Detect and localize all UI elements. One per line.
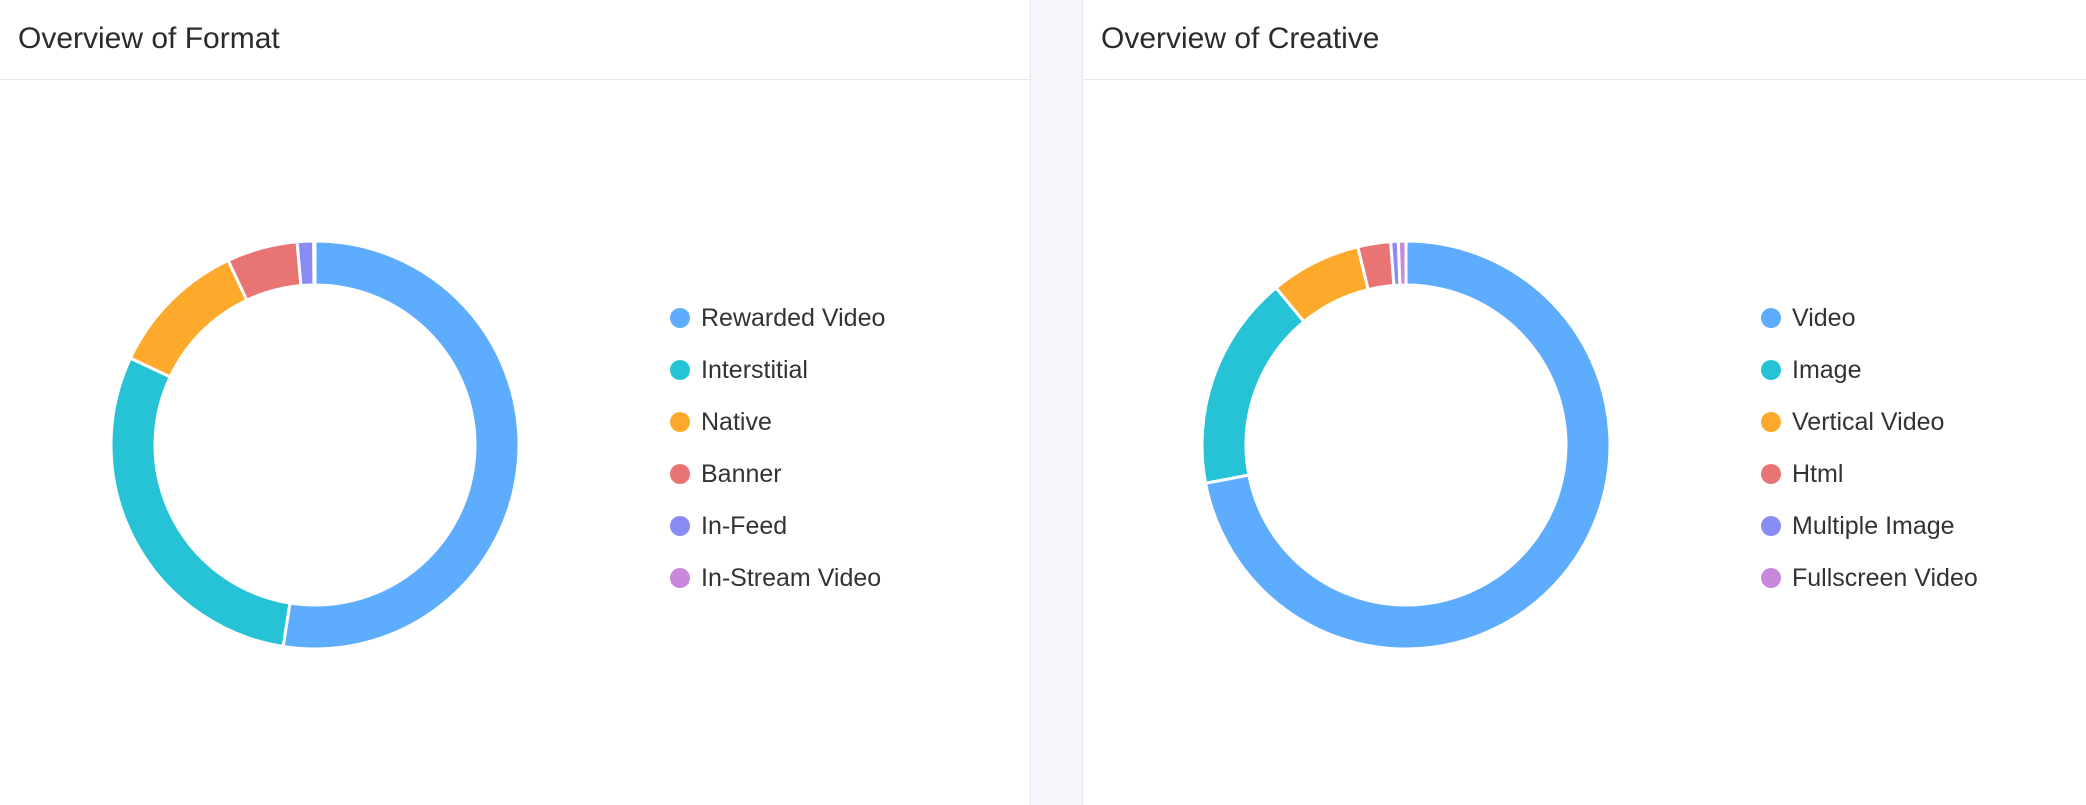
legend-item-banner[interactable]: Banner xyxy=(670,448,885,500)
legend-label: Interstitial xyxy=(701,355,808,384)
legend-item-in-feed[interactable]: In-Feed xyxy=(670,500,885,552)
legend-item-fullscreen-video[interactable]: Fullscreen Video xyxy=(1761,552,1978,604)
slice-video[interactable] xyxy=(1203,240,1611,650)
slice-in-feed[interactable] xyxy=(295,240,316,288)
legend-dot-icon xyxy=(1761,568,1781,588)
slice-image[interactable] xyxy=(1201,285,1307,485)
legend-item-html[interactable]: Html xyxy=(1761,448,1978,500)
legend-item-interstitial[interactable]: Interstitial xyxy=(670,344,885,396)
format-legend: Rewarded Video Interstitial Native Banner In… xyxy=(670,292,885,604)
creative-legend: Video Image Vertical Video Html Multiple Ima… xyxy=(1761,292,1978,604)
legend-label: Native xyxy=(701,407,772,436)
legend-dot-icon xyxy=(670,464,690,484)
slice-fullscreen-video[interactable] xyxy=(1396,240,1408,287)
creative-panel-title: Overview of Creative xyxy=(1101,22,1380,55)
legend-item-multiple-image[interactable]: Multiple Image xyxy=(1761,500,1978,552)
legend-dot-icon xyxy=(1761,308,1781,328)
legend-item-native[interactable]: Native xyxy=(670,396,885,448)
legend-dot-icon xyxy=(670,568,690,588)
legend-item-in-stream-video[interactable]: In-Stream Video xyxy=(670,552,885,604)
legend-label: Banner xyxy=(701,459,782,488)
legend-label: Video xyxy=(1792,303,1856,332)
legend-label: Vertical Video xyxy=(1792,407,1945,436)
slice-native[interactable] xyxy=(128,258,249,379)
legend-label: Html xyxy=(1792,459,1844,488)
legend-dot-icon xyxy=(1761,516,1781,536)
legend-dot-icon xyxy=(670,516,690,536)
legend-dot-icon xyxy=(670,412,690,432)
legend-label: In-Stream Video xyxy=(701,563,882,592)
format-donut-chart xyxy=(110,240,520,650)
slice-interstitial[interactable] xyxy=(110,356,292,649)
creative-donut-chart xyxy=(1201,240,1611,650)
creative-panel: Overview of Creative Video Image Vertical … xyxy=(1082,0,2086,805)
legend-label: Rewarded Video xyxy=(701,303,886,332)
legend-label: Fullscreen Video xyxy=(1792,563,1978,592)
legend-item-vertical-video[interactable]: Vertical Video xyxy=(1761,396,1978,448)
legend-dot-icon xyxy=(670,360,690,380)
legend-item-image[interactable]: Image xyxy=(1761,344,1978,396)
format-panel-title: Overview of Format xyxy=(18,22,280,55)
format-panel-header: Overview of Format xyxy=(0,0,1030,80)
slice-in-stream-video[interactable] xyxy=(312,240,317,287)
legend-label: Multiple Image xyxy=(1792,511,1955,540)
legend-label: Image xyxy=(1792,355,1862,384)
legend-dot-icon xyxy=(1761,464,1781,484)
legend-item-rewarded-video[interactable]: Rewarded Video xyxy=(670,292,885,344)
slice-rewarded-video[interactable] xyxy=(281,240,520,650)
creative-panel-header: Overview of Creative xyxy=(1083,0,2086,80)
legend-dot-icon xyxy=(1761,412,1781,432)
legend-label: In-Feed xyxy=(701,511,788,540)
legend-dot-icon xyxy=(670,308,690,328)
legend-dot-icon xyxy=(1761,360,1781,380)
legend-item-video[interactable]: Video xyxy=(1761,292,1978,344)
format-panel: Overview of Format Rewarded Video Interst… xyxy=(0,0,1031,805)
